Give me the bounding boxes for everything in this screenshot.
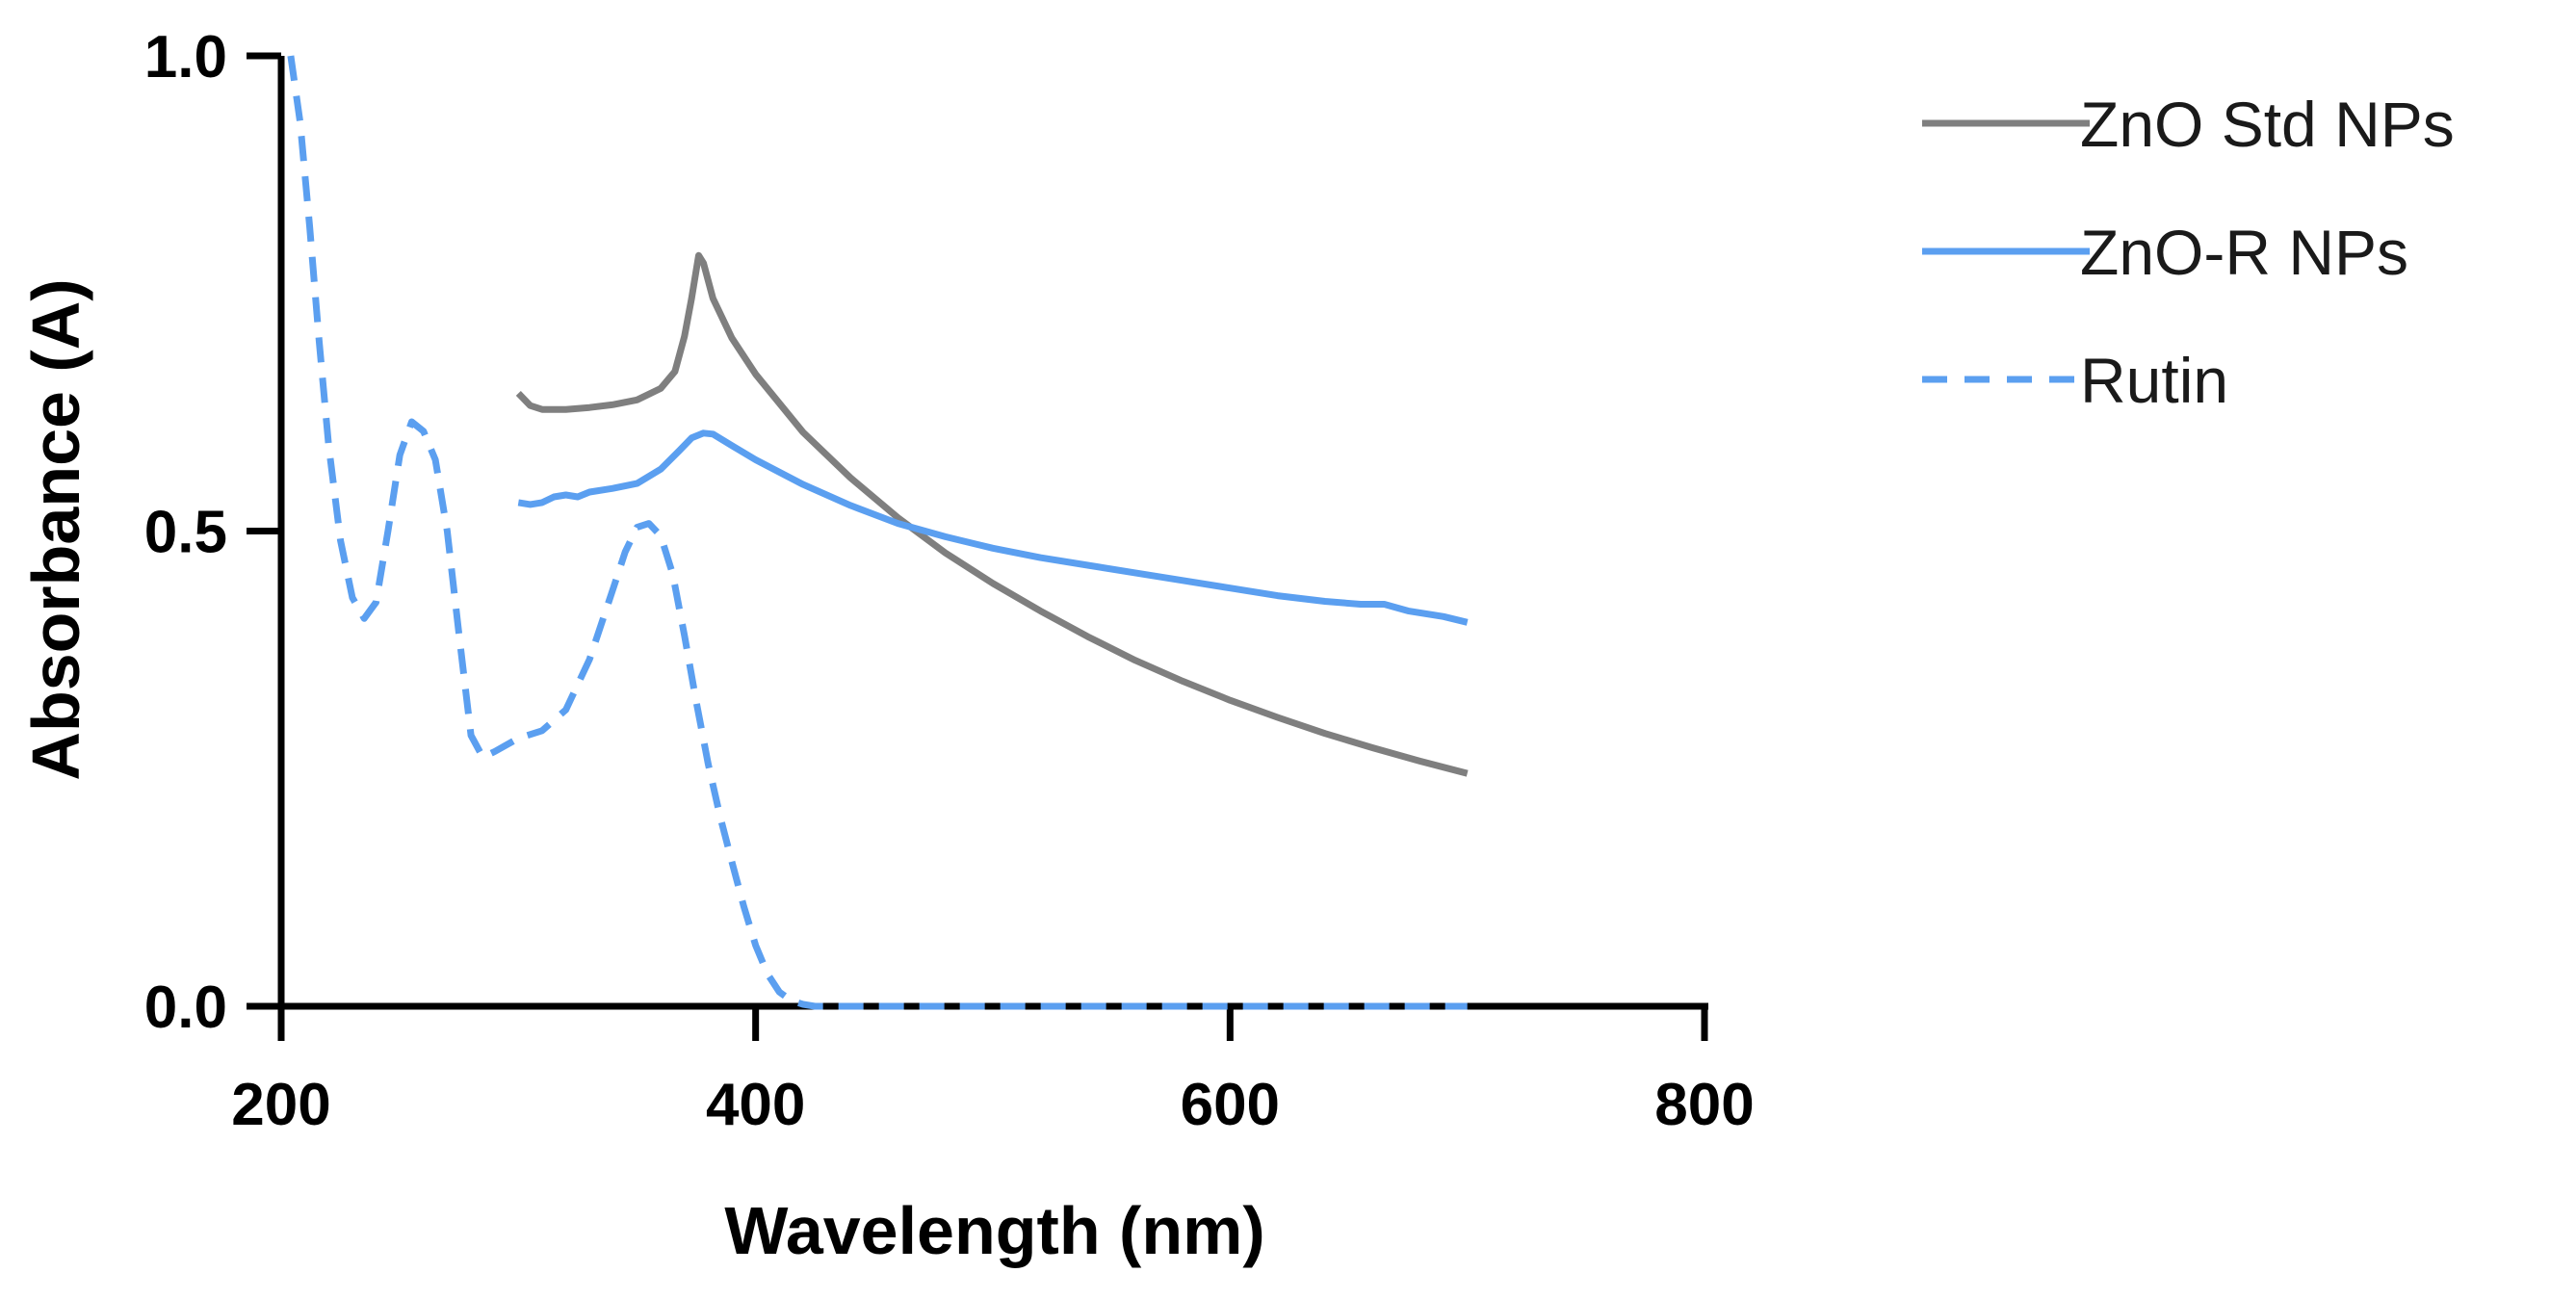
legend-label: ZnO Std NPs	[2080, 89, 2455, 160]
series-line-rutin	[287, 55, 1468, 1010]
legend: ZnO Std NPs ZnO-R NPs Rutin	[1922, 89, 2455, 416]
series-line-zno-r-nps	[517, 429, 1469, 626]
y-axis-title: Absorbance (A)	[18, 278, 93, 780]
y-tick-label: 1.0	[144, 24, 227, 91]
ticks: 200 400 600 800 0.0 0.5 1.0	[144, 24, 1755, 1138]
x-axis-title: Wavelength (nm)	[724, 1193, 1264, 1268]
x-tick-label: 600	[1181, 1072, 1280, 1138]
y-tick-label: 0.5	[144, 500, 227, 566]
series-line-zno-std-nps	[515, 251, 1469, 777]
axes	[277, 56, 1708, 1010]
y-tick-label: 0.0	[144, 974, 227, 1041]
x-tick-label: 200	[231, 1072, 330, 1138]
series	[287, 55, 1469, 1010]
legend-label: Rutin	[2080, 345, 2228, 416]
x-tick-label: 400	[706, 1072, 805, 1138]
x-tick-label: 800	[1654, 1072, 1754, 1138]
legend-label: ZnO-R NPs	[2080, 217, 2408, 288]
